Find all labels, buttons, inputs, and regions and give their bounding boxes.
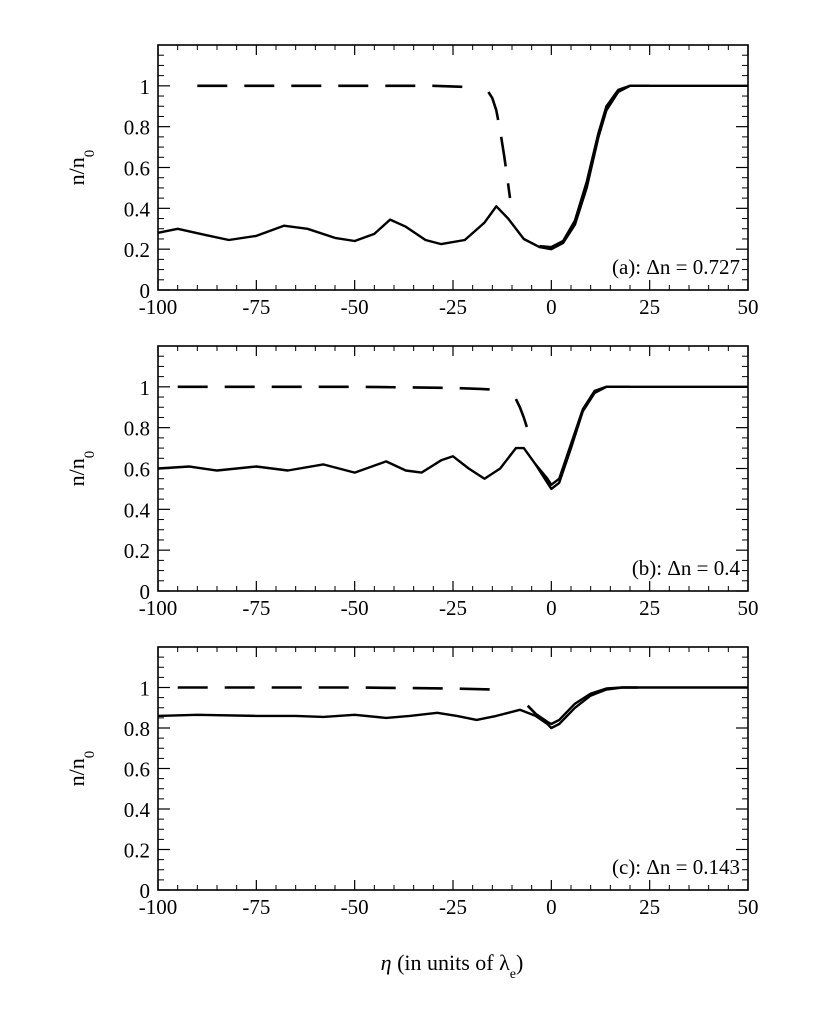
x-tick-label: -25 (439, 895, 467, 919)
x-axis-label-close: ) (516, 950, 523, 975)
panel-3: -100 -75 -50 -25 0 25 5000.20.40.60.81n/n0(c):… (64, 646, 759, 919)
plot-frame (157, 44, 749, 291)
x-tick-label: -25 (439, 596, 467, 620)
x-tick-label: 25 (639, 596, 660, 620)
delta-n-label: Δn = 0.727 (646, 255, 740, 279)
x-tick-label: -75 (242, 596, 270, 620)
panel-label: (c): (612, 855, 646, 879)
x-tick-label: 25 (639, 295, 660, 319)
solid-line-1 (157, 84, 748, 251)
x-tick-label: 0 (546, 895, 557, 919)
y-axis-label: n/n0 (64, 751, 98, 787)
y-tick-label: 1 (140, 376, 151, 400)
x-axis-label: η (in units of λe) (381, 950, 524, 982)
x-tick-label: 50 (738, 295, 759, 319)
y-axis-label-subscript: 0 (82, 751, 98, 759)
solid-line-1 (157, 385, 748, 491)
y-axis-label-main: n/n (64, 758, 89, 786)
x-tick-label: -25 (439, 295, 467, 319)
y-tick-label: 1 (140, 677, 151, 701)
delta-n-label: Δn = 0.4 (667, 556, 740, 580)
x-tick-label: -75 (242, 895, 270, 919)
x-axis-label-subscript: e (510, 967, 516, 982)
y-tick-label: 0.6 (124, 458, 150, 482)
y-axis-label-subscript: 0 (82, 451, 98, 459)
x-tick-label: 0 (546, 295, 557, 319)
y-axis-label: n/n0 (64, 150, 98, 186)
solid-line-1 (157, 686, 748, 730)
x-tick-label: -50 (341, 596, 369, 620)
y-tick-label: 0 (140, 580, 151, 604)
y-tick-label: 0 (140, 279, 151, 303)
solid-line-2 (534, 385, 630, 486)
x-tick-label: -100 (139, 596, 178, 620)
y-tick-label: 0.6 (124, 157, 150, 181)
dashed-line-segment (177, 686, 505, 692)
y-tick-label: 0 (140, 879, 151, 903)
y-tick-label: 0.6 (124, 758, 150, 782)
x-tick-label: -100 (139, 295, 178, 319)
y-tick-label: 0.8 (124, 116, 150, 140)
x-tick-label: -75 (242, 295, 270, 319)
panel-annotation: (b): Δn = 0.4 (632, 556, 741, 580)
x-tick-label: -100 (139, 895, 178, 919)
dashed-line-segment (197, 84, 477, 90)
dashed-line-segment (514, 398, 529, 431)
y-tick-label: 0.4 (124, 197, 151, 221)
y-tick-label: 1 (140, 75, 151, 99)
x-tick-label: 0 (546, 596, 557, 620)
solid-line-2 (539, 84, 650, 249)
solid-line-2 (534, 686, 638, 726)
y-tick-label: 0.8 (124, 417, 150, 441)
panel-label: (b): (632, 556, 668, 580)
delta-n-label: Δn = 0.143 (646, 855, 740, 879)
x-tick-label: 50 (738, 895, 759, 919)
x-tick-label: 25 (639, 895, 660, 919)
panel-1: -100 -75 -50 -25 0 25 5000.20.40.60.81n/n0(a):… (64, 44, 759, 319)
y-tick-label: 0.8 (124, 717, 150, 741)
dashed-line-segment (487, 91, 512, 199)
x-tick-label: -50 (341, 295, 369, 319)
y-axis-label-main: n/n (64, 157, 89, 185)
panel-annotation: (a): Δn = 0.727 (612, 255, 740, 279)
y-tick-label: 0.4 (124, 798, 151, 822)
y-tick-label: 0.2 (124, 839, 150, 863)
y-axis-label-subscript: 0 (82, 150, 98, 158)
x-tick-label: -50 (341, 895, 369, 919)
panel-2: -100 -75 -50 -25 0 25 5000.20.40.60.81n/n0(b):… (64, 345, 759, 620)
y-axis-label-main: n/n (64, 458, 89, 486)
y-tick-label: 0.2 (124, 539, 150, 563)
x-axis-label-text: (in units of λ (392, 950, 511, 975)
panel-annotation: (c): Δn = 0.143 (612, 855, 740, 879)
x-axis-label-eta: η (381, 950, 392, 975)
y-axis-label: n/n0 (64, 451, 98, 487)
plot-frame (157, 646, 749, 891)
x-tick-label: 50 (738, 596, 759, 620)
dashed-line-segment (526, 704, 537, 715)
y-tick-label: 0.2 (124, 238, 150, 262)
dashed-line-segment (177, 385, 497, 392)
y-tick-label: 0.4 (124, 498, 151, 522)
panel-label: (a): (612, 255, 646, 279)
